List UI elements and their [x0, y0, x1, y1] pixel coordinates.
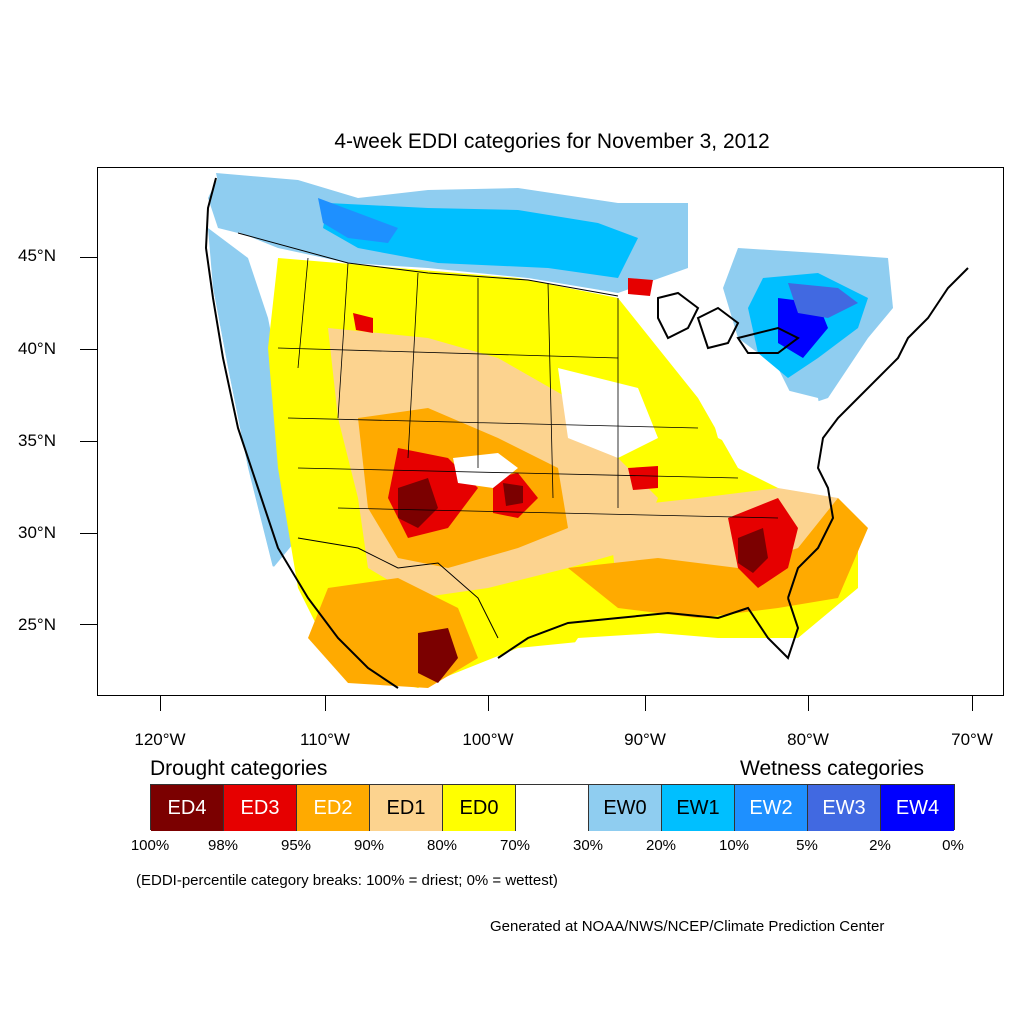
category-fields [208, 173, 893, 688]
lat-tick [80, 257, 97, 258]
border-canada [237, 232, 619, 297]
lon-label-80: 80°W [787, 730, 829, 749]
lon-label-70: 70°W [951, 730, 993, 749]
percentile-break-label: 100% [130, 837, 170, 854]
percentile-break-label: 90% [353, 837, 385, 854]
legend-swatch-ew2: EW2 [735, 785, 808, 831]
map-title: 4-week EDDI categories for November 3, 2… [334, 130, 770, 153]
ocean-mask [98, 168, 1003, 695]
neutral-region-midwest [558, 368, 658, 458]
legend-swatch-neutral [516, 785, 589, 831]
wet-region-north-core [323, 203, 638, 278]
lon-tick [325, 696, 326, 711]
category-legend: ED4 ED3 ED2 ED1 ED0 EW0 EW1 EW2 EW3 EW4 [150, 784, 955, 831]
percentile-break-label: 0% [942, 837, 964, 854]
dry-region-gulf-ed2 [568, 498, 868, 618]
coastline-east [787, 267, 969, 599]
drought-heading: Drought categories [150, 757, 328, 780]
legend-swatch-ew3: EW3 [808, 785, 881, 831]
lon-tick [972, 696, 973, 711]
percentile-break-label: 20% [645, 837, 677, 854]
lat-label-40: 40°N [18, 339, 56, 358]
percentile-break-label: 2% [869, 837, 891, 854]
lat-label-45: 45°N [18, 246, 56, 265]
dry-region-ga-ed4 [738, 528, 768, 573]
lat-tick [80, 441, 97, 442]
lat-label-35: 35°N [18, 431, 56, 450]
dry-region-mx-ed4 [418, 628, 458, 683]
borders [204, 177, 969, 689]
great-lakes-outline [657, 291, 800, 354]
wet-region-pacific-nw [208, 178, 288, 233]
neutral-region-plains [453, 453, 518, 488]
legend-swatch-ed0: ED0 [443, 785, 516, 831]
legend-swatch-ew4: EW4 [881, 785, 954, 831]
percentile-break-label: 70% [499, 837, 531, 854]
wetness-heading: Wetness categories [740, 757, 925, 780]
lat-label-30: 30°N [18, 523, 56, 542]
wet-region-nw [318, 198, 398, 243]
lat-tick [80, 349, 97, 350]
dry-region-ks-ed4 [503, 483, 523, 506]
lat-tick [80, 533, 97, 534]
lon-label-120: 120°W [134, 730, 186, 749]
legend-swatch-ew1: EW1 [662, 785, 735, 831]
credit-line: Generated at NOAA/NWS/NCEP/Climate Predi… [490, 918, 885, 935]
dry-region-ky-ed3 [628, 466, 658, 490]
coastline-gulf [497, 597, 800, 660]
percentile-break-label: 30% [572, 837, 604, 854]
legend-swatch-ed4: ED4 [151, 785, 224, 831]
wet-region-west-coast [208, 228, 298, 568]
legend-swatch-ew0: EW0 [589, 785, 662, 831]
coastline-west [204, 177, 399, 689]
lat-label-25: 25°N [18, 615, 56, 634]
lon-tick [645, 696, 646, 711]
map-panel [97, 167, 1004, 696]
percentile-break-label: 5% [796, 837, 818, 854]
dry-region-ontario-ed3 [628, 278, 653, 296]
percentile-break-label: 98% [207, 837, 239, 854]
legend-swatch-ed1: ED1 [370, 785, 443, 831]
legend-swatch-ed3: ED3 [224, 785, 297, 831]
percentile-break-label: 80% [426, 837, 458, 854]
percentile-break-label: 10% [718, 837, 750, 854]
lon-label-90: 90°W [624, 730, 666, 749]
dry-region-mt-ed3 [353, 313, 373, 333]
percentile-break-label: 95% [280, 837, 312, 854]
dry-region-nm-ed4 [398, 478, 438, 528]
legend-swatch-ed2: ED2 [297, 785, 370, 831]
lon-tick [488, 696, 489, 711]
eddi-map [98, 168, 1003, 695]
lat-tick [80, 624, 97, 625]
state-lines [277, 257, 779, 519]
lon-label-110: 110°W [300, 730, 350, 749]
category-note: (EDDI-percentile category breaks: 100% =… [136, 872, 558, 889]
border-mexico [297, 537, 499, 639]
lon-tick [160, 696, 161, 711]
neutral-region-northeast [698, 368, 828, 468]
lon-label-100: 100°W [462, 730, 514, 749]
lon-tick [808, 696, 809, 711]
wet-region-ontario [788, 283, 858, 318]
